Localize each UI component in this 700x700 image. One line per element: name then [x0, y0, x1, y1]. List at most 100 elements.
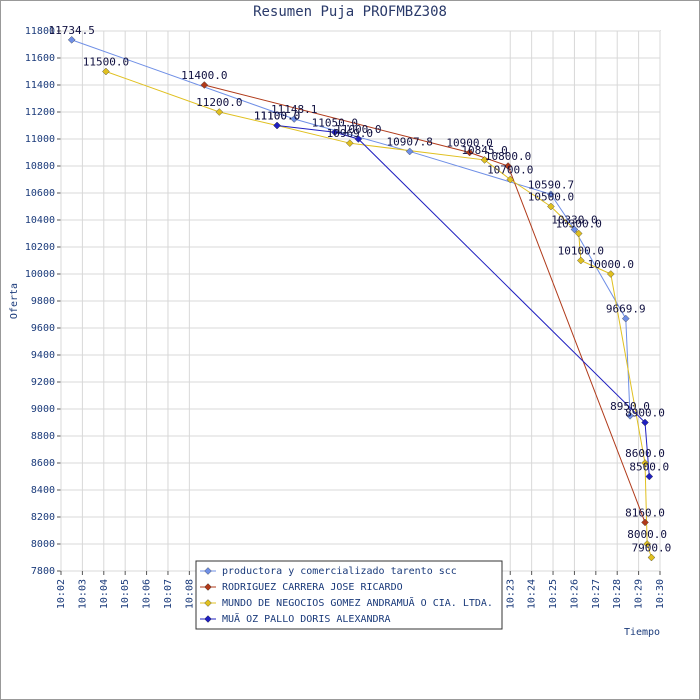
y-tick-label: 11600: [25, 53, 55, 64]
data-label: 10500.0: [528, 191, 574, 204]
point-marker: [626, 411, 634, 420]
data-label: 11500.0: [83, 56, 129, 69]
legend-label: MUNDO DE NEGOCIOS GOMEZ ANDRAMUÃ O CIA. …: [222, 596, 493, 609]
y-tick-label: 10600: [25, 188, 55, 199]
data-label: 10590.7: [528, 178, 574, 191]
point-marker: [354, 135, 363, 143]
point-marker: [643, 540, 651, 548]
x-axis-label: Tiempo: [624, 627, 660, 638]
legend-marker: [204, 567, 212, 575]
point-marker: [547, 202, 555, 211]
y-tick-label: 10200: [25, 242, 55, 253]
x-tick-label: 10:06: [142, 579, 153, 609]
data-label: 11050.0: [312, 116, 358, 129]
x-tick-label: 10:07: [163, 579, 174, 609]
point-marker: [506, 175, 515, 184]
data-label: 11100.0: [254, 110, 300, 123]
point-marker: [645, 472, 654, 481]
point-marker: [346, 139, 354, 147]
y-tick-label: 7800: [31, 566, 55, 577]
point-marker: [215, 108, 224, 116]
x-tick-label: 10:08: [184, 579, 195, 609]
x-tick-label: 10:03: [77, 579, 88, 609]
y-tick-label: 8400: [31, 485, 55, 496]
legend-label: productora y comercializado tarento scc: [222, 566, 457, 577]
x-tick-label: 10:28: [612, 579, 623, 609]
legend: productora y comercializado tarento scc R…: [195, 560, 503, 630]
y-tick-label: 9000: [31, 404, 55, 415]
y-tick-label: 8800: [31, 431, 55, 442]
data-label: 10100.0: [558, 245, 604, 258]
y-tick-label: 11400: [25, 80, 55, 91]
x-tick-label: 10:02: [56, 579, 67, 609]
data-label: 11000.0: [335, 123, 381, 136]
x-tick-label: 10:26: [569, 579, 580, 609]
x-tick-label: 10:24: [527, 579, 538, 609]
data-label: 8950.0: [610, 400, 650, 413]
y-axis-label: Oferta: [9, 283, 20, 319]
point-marker: [647, 553, 656, 562]
y-tick-label: 9600: [31, 323, 55, 334]
data-label: 11200.0: [196, 96, 242, 109]
chart-title: Resumen Puja PROFMBZ308: [253, 4, 447, 20]
x-tick-label: 10:25: [548, 579, 559, 609]
x-tick-label: 10:27: [591, 579, 602, 609]
point-marker: [200, 81, 209, 89]
point-marker: [607, 270, 615, 278]
data-label: 8000.0: [627, 528, 667, 541]
x-tick-label: 10:23: [505, 579, 516, 609]
data-label: 11734.5: [49, 24, 95, 37]
legend-marker: [204, 583, 212, 591]
data-label: 10800.0: [485, 150, 531, 163]
y-tick-label: 11000: [25, 134, 55, 145]
data-label: 10845.0: [461, 144, 507, 157]
point-marker: [570, 225, 579, 234]
point-marker: [621, 314, 630, 323]
y-tick-label: 9200: [31, 377, 55, 388]
y-tick-label: 9800: [31, 296, 55, 307]
legend-label: MUÃ OZ PALLO DORIS ALEXANDRA: [222, 612, 391, 625]
data-label: 7900.0: [632, 542, 672, 555]
point-marker: [273, 121, 281, 130]
point-marker: [465, 148, 474, 157]
legend-marker: [204, 599, 212, 607]
data-label: 10700.0: [487, 164, 533, 177]
point-marker: [480, 156, 489, 164]
y-tick-label: 10800: [25, 161, 55, 172]
data-label: 10907.8: [387, 135, 433, 148]
data-label: 9669.9: [606, 303, 646, 316]
x-tick-label: 10:29: [634, 579, 645, 609]
y-tick-label: 8000: [31, 539, 55, 550]
point-marker: [504, 162, 512, 170]
series-layer: [67, 36, 656, 562]
point-marker: [574, 229, 583, 238]
y-tick-label: 8200: [31, 512, 55, 523]
data-label: 10300.0: [556, 218, 602, 231]
grid: 7800 8000 8200 8400 8600 8800 9000 9200 9400 9600…: [25, 26, 666, 609]
legend-box: [195, 560, 503, 630]
data-label: 10330.0: [551, 213, 597, 226]
data-label: 8160.0: [625, 506, 665, 519]
point-marker: [405, 147, 414, 156]
point-marker: [547, 190, 555, 199]
point-marker: [290, 115, 298, 123]
y-tick-label: 9400: [31, 350, 55, 361]
data-label: 8500.0: [629, 461, 669, 474]
data-label: 11148.1: [271, 103, 317, 116]
point-marker: [641, 418, 649, 427]
x-tick-label: 10:30: [655, 579, 666, 609]
point-marker: [641, 518, 649, 527]
data-label: 10000.0: [588, 258, 634, 271]
y-tick-label: 11800: [25, 26, 55, 37]
data-label: 10900.0: [446, 137, 492, 150]
point-marker: [331, 128, 339, 137]
point-marker: [102, 67, 110, 76]
data-label: 11100.0: [254, 110, 300, 123]
point-marker: [67, 36, 76, 44]
x-tick-label: 10:04: [99, 579, 110, 609]
point-marker: [577, 256, 585, 265]
data-label: 8600.0: [625, 447, 665, 460]
y-tick-label: 8600: [31, 458, 55, 469]
y-tick-label: 10000: [25, 269, 55, 280]
